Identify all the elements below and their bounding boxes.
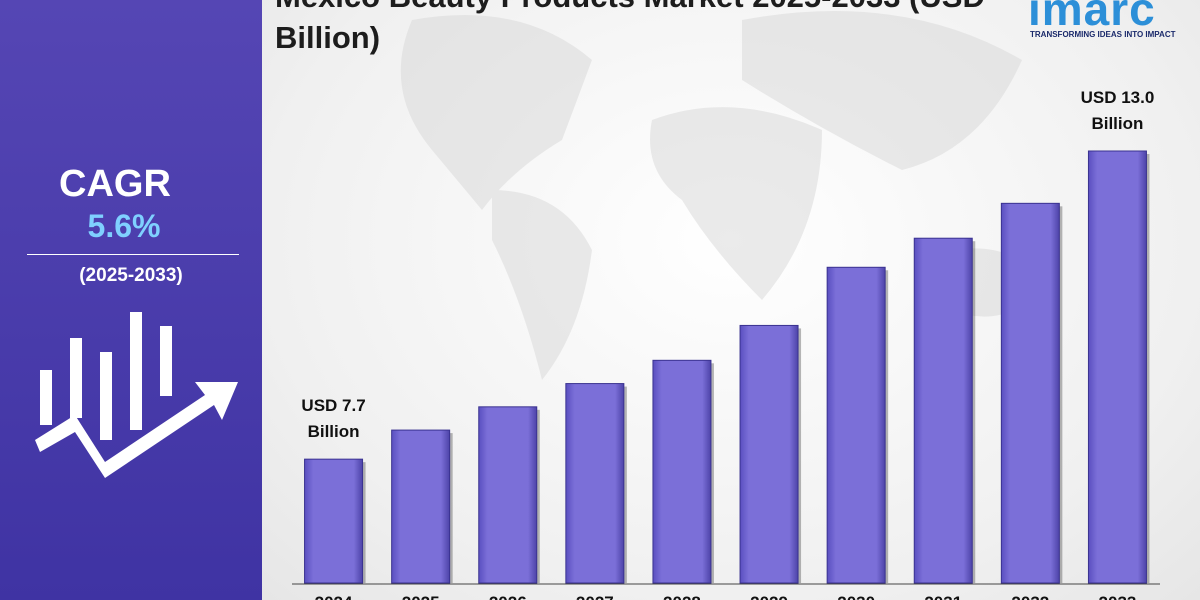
logo-tagline: TRANSFORMING IDEAS INTO IMPACT bbox=[1030, 30, 1176, 39]
cagr-label: CAGR bbox=[59, 163, 171, 205]
logo-name: imarc bbox=[1028, 0, 1156, 35]
bar bbox=[913, 237, 973, 584]
x-tick-label: 2024 bbox=[315, 593, 353, 600]
bar bbox=[478, 406, 538, 584]
x-tick-label: 2025 bbox=[402, 593, 440, 600]
x-tick-label: 2026 bbox=[489, 593, 527, 600]
bar bbox=[304, 458, 364, 584]
bar bbox=[739, 324, 799, 584]
x-tick-label: 2027 bbox=[576, 593, 614, 600]
bar bbox=[1000, 202, 1060, 584]
bar bbox=[565, 383, 625, 584]
value-label: USD 13.0 Billion bbox=[1080, 88, 1155, 133]
map-shapes bbox=[400, 11, 1042, 380]
cagr-value: 5.6% bbox=[87, 208, 161, 244]
value-label: USD 7.7 Billion bbox=[301, 396, 366, 442]
x-tick-label: 2028 bbox=[663, 593, 701, 600]
bar bbox=[652, 359, 712, 584]
bar bbox=[391, 429, 451, 584]
x-tick-label: 2032 bbox=[1011, 593, 1049, 600]
x-tick-label: 2031 bbox=[924, 593, 962, 600]
chart-title: Mexico Beauty Products Market 2025-2033 … bbox=[275, 0, 985, 55]
x-tick-label: 2033 bbox=[1099, 593, 1137, 600]
x-tick-label: 2029 bbox=[750, 593, 788, 600]
bar bbox=[826, 266, 886, 584]
cagr-panel: CAGR 5.6% (2025-2033) bbox=[0, 0, 262, 600]
bar bbox=[1087, 150, 1147, 584]
divider bbox=[27, 254, 239, 255]
x-tick-label: 2030 bbox=[837, 593, 875, 600]
growth-icon bbox=[35, 312, 238, 478]
cagr-period: (2025-2033) bbox=[79, 265, 183, 286]
